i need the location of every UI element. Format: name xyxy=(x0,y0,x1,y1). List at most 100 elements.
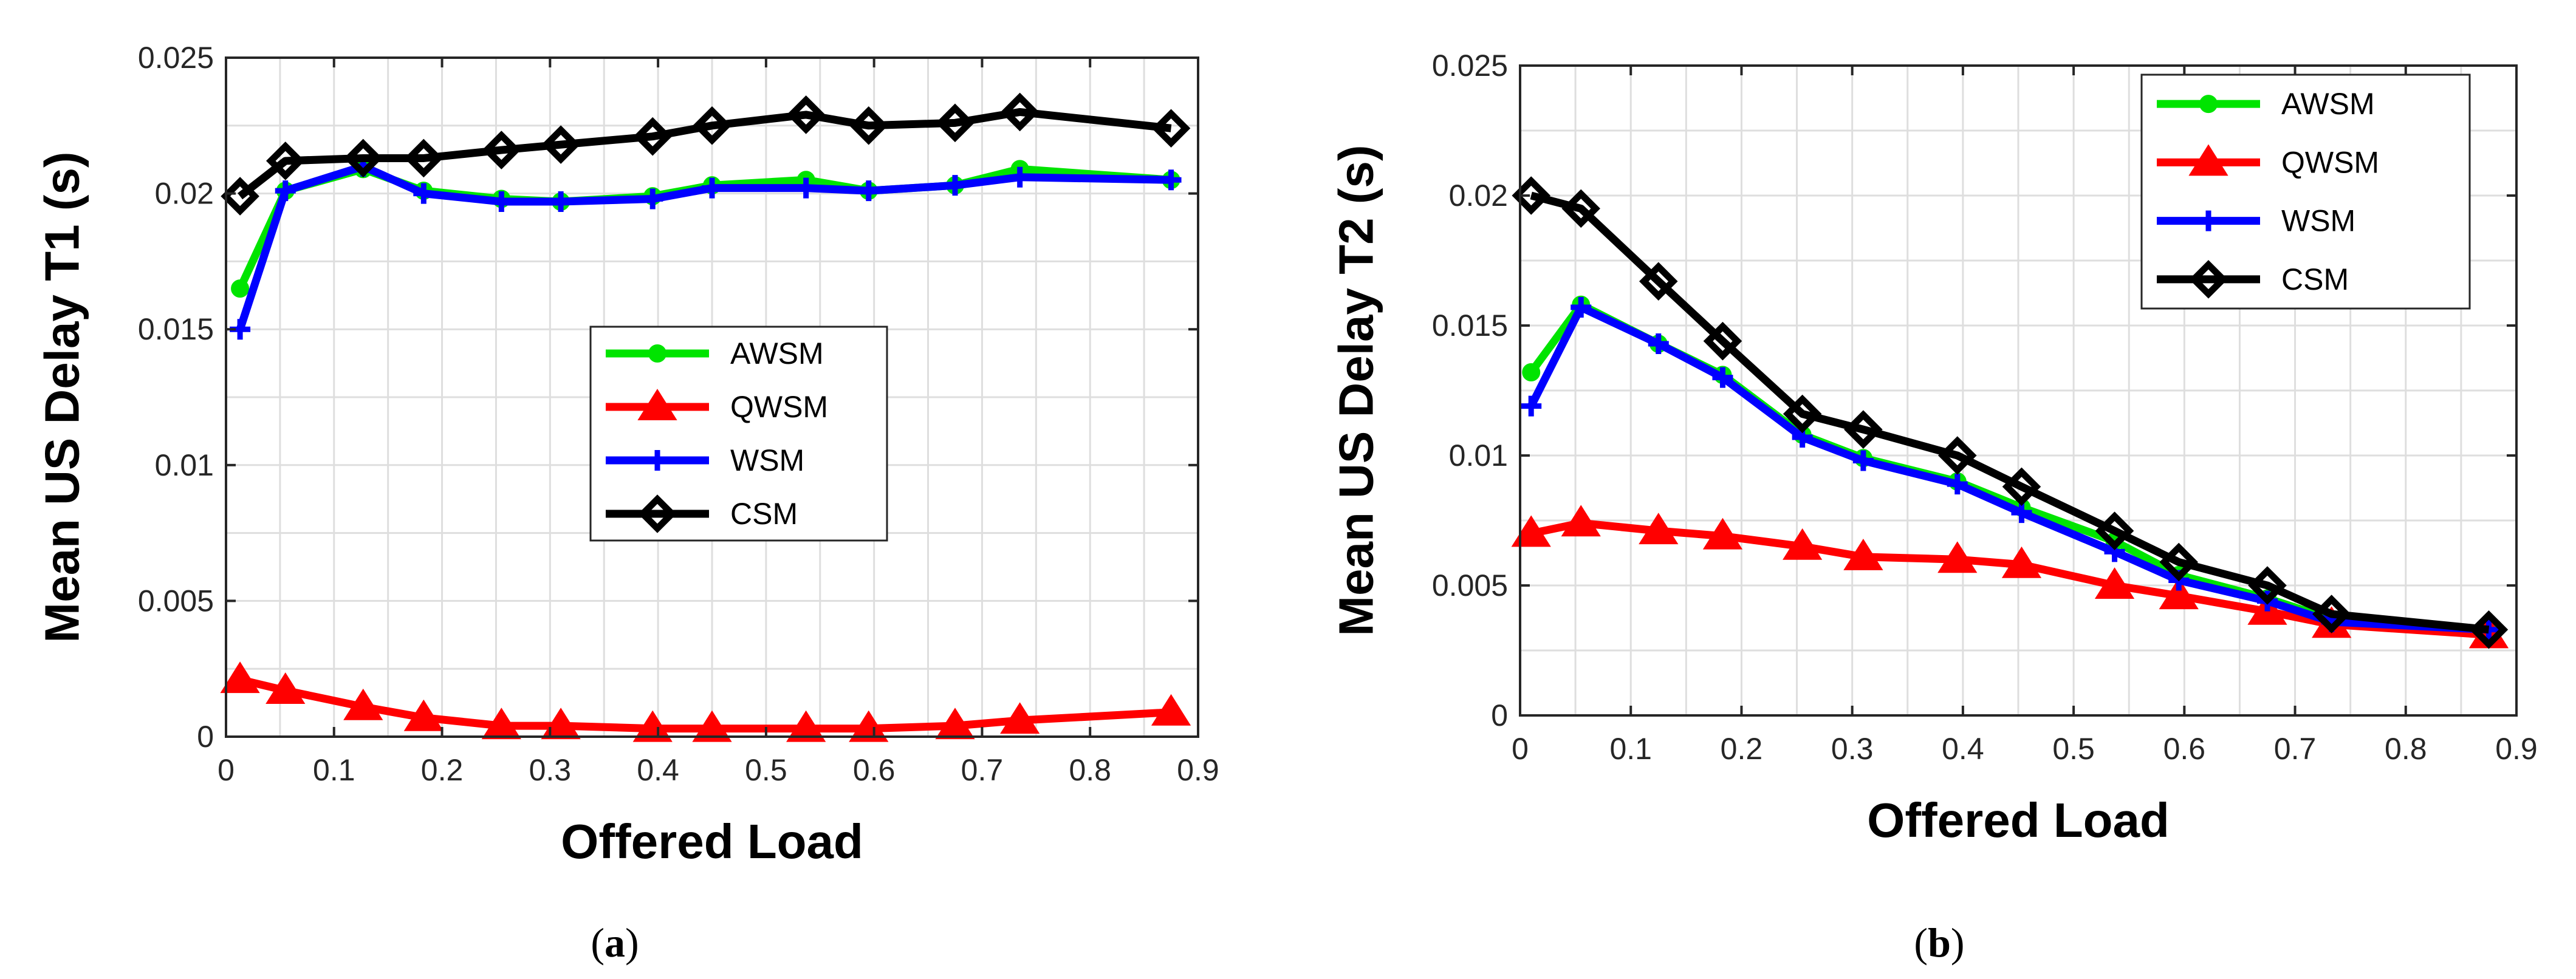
chart-b-x-tick-label: 0.5 xyxy=(2052,732,2095,766)
chart-a-x-axis-label: Offered Load xyxy=(561,814,863,868)
chart-a-series-csm-point xyxy=(786,95,826,134)
chart-b-series-csm-point xyxy=(2312,595,2351,633)
chart-b-series-wsm-point xyxy=(1648,333,1669,354)
chart-a-series-qwsm-point xyxy=(786,710,826,742)
chart-b-series-qwsm-point xyxy=(1937,541,1978,573)
chart-b-x-tick-label: 0.6 xyxy=(2163,732,2206,766)
chart-a-series-wsm-point xyxy=(1160,169,1182,191)
chart-a-legend-entry-qwsm-label: QWSM xyxy=(730,390,828,424)
chart-a-series-csm-point xyxy=(936,103,975,143)
chart-a-legend-box xyxy=(589,326,888,542)
chart-a-series-wsm-point xyxy=(550,191,572,213)
chart-b-x-tick-label: 0.7 xyxy=(2274,732,2317,766)
chart-a-caption: (a) xyxy=(591,919,639,966)
chart-b-y-axis-label: Mean US Delay T2 (s) xyxy=(1329,145,1383,636)
chart-a-series-qwsm-point xyxy=(1000,702,1040,734)
chart-b-series-awsm-point xyxy=(1522,363,1541,382)
chart-a-x-tick-label: 0.4 xyxy=(637,753,679,787)
chart-b-series-csm-point xyxy=(2159,542,2199,582)
chart-a-series-csm-point xyxy=(482,131,521,169)
chart-b-series-csm-point xyxy=(2095,511,2134,550)
chart-a-y-tick-label: 0.01 xyxy=(155,448,214,482)
chart-a-series-qwsm-point xyxy=(403,699,444,731)
chart-a-series-wsm-point xyxy=(945,175,965,196)
chart-b-legend-entry-wsm-marker xyxy=(2198,210,2219,231)
chart-b-series-csm-point xyxy=(2002,467,2041,507)
chart-a-series-wsm-point xyxy=(702,177,722,199)
chart-a-series-wsm-point xyxy=(642,188,663,210)
chart-b-legend-entry-qwsm-marker xyxy=(2188,144,2228,176)
chart-b-series-wsm-point xyxy=(1947,474,1968,495)
chart-a-series-csm-point xyxy=(541,125,580,164)
chart-b-legend: AWSM QWSM WSM CSM xyxy=(2140,73,2471,310)
chart-b-series-wsm-point xyxy=(1521,395,1542,417)
chart-a-series-wsm-point xyxy=(275,180,296,202)
chart-a-caption-close: ) xyxy=(625,919,639,966)
chart-b: 0 0.1 0.2 0.3 0.4 0.5 0.6 0.7 0.8 0.9 0 0.005 0.01 0.… xyxy=(1329,49,2538,966)
chart-b-y-tick-label: 0.015 xyxy=(1432,309,1508,343)
chart-b-series-csm-point xyxy=(2248,566,2287,605)
chart-a-legend-entry-csm-label: CSM xyxy=(730,497,798,531)
chart-a-caption-letter: a xyxy=(605,919,625,966)
chart-a-x-tick-label: 0.2 xyxy=(421,753,464,787)
chart-b-series-qwsm-point xyxy=(1561,505,1601,537)
chart-a-series-csm-point xyxy=(1151,109,1191,148)
chart-b-caption-letter: b xyxy=(1928,919,1951,966)
chart-a-x-tick-label: 0 xyxy=(218,753,235,787)
chart-a-legend-entry-awsm-marker xyxy=(648,344,666,363)
chart-a-series-qwsm-point xyxy=(1151,694,1191,726)
chart-a-series-csm-point xyxy=(1000,92,1040,132)
chart-b-series-wsm-point xyxy=(1852,450,1874,471)
chart-a-series-qwsm-point xyxy=(481,708,521,740)
chart-b-x-tick-label: 0.4 xyxy=(1942,732,1984,766)
chart-a-series-wsm-point xyxy=(1009,166,1030,188)
chart-b-legend-entry-csm-marker xyxy=(2189,260,2228,299)
chart-a-x-tick-label: 0.6 xyxy=(853,753,896,787)
chart-b-x-axis-label: Offered Load xyxy=(1867,793,2170,847)
chart-a-series-qwsm-point xyxy=(692,710,732,742)
chart-a-y-axis-label: Mean US Delay T1 (s) xyxy=(35,151,89,643)
chart-b-series-csm-point xyxy=(2469,610,2509,649)
chart-a-y-tick-label: 0.025 xyxy=(138,41,214,75)
chart-a-legend-entry-wsm-marker xyxy=(647,450,668,471)
chart-a-series-csm-point xyxy=(343,138,383,178)
chart-b-y-tick-label: 0 xyxy=(1491,698,1508,732)
chart-b-series-qwsm-point xyxy=(2001,546,2042,578)
chart-a-series-wsm-point xyxy=(858,180,879,202)
chart-b-series-qwsm-point xyxy=(1843,539,1883,570)
chart-b-x-tick-label: 0.9 xyxy=(2495,732,2538,766)
chart-a-x-tick-label: 0.5 xyxy=(745,753,787,787)
chart-a-x-tick-label: 0.7 xyxy=(961,753,1004,787)
chart-b-x-tick-label: 0.2 xyxy=(1721,732,1763,766)
chart-b-x-tick-label: 0.1 xyxy=(1609,732,1652,766)
chart-b-y-tick-label: 0.025 xyxy=(1432,49,1508,83)
chart-b-series-csm-point xyxy=(1703,321,1742,361)
chart-b-series-qwsm-point xyxy=(2159,578,2199,610)
chart-b-series-csm-point xyxy=(1512,176,1551,215)
chart-b-x-tick-label: 0.8 xyxy=(2385,732,2427,766)
chart-b-legend-entry-qwsm-label: QWSM xyxy=(2281,145,2379,179)
chart-b-caption: (b) xyxy=(1914,919,1964,966)
chart-a-legend-entry-wsm-label: WSM xyxy=(730,443,804,477)
chart-a-legend-entry-csm-marker xyxy=(638,494,677,533)
chart-b-y-tick-label: 0.005 xyxy=(1432,568,1508,602)
chart-a-series-csm-line xyxy=(238,107,1172,200)
chart-a-series-qwsm-point xyxy=(265,672,306,704)
chart-a-series-csm-point xyxy=(265,142,305,180)
chart-a-series-qwsm-point xyxy=(220,661,260,694)
chart-b-series-qwsm-point xyxy=(1702,517,1743,550)
chart-a-series-csm-point xyxy=(404,138,444,178)
chart-b-series-csm-point xyxy=(1639,262,1678,301)
chart-a-caption-open: ( xyxy=(591,919,605,966)
chart-a-series-qwsm-point xyxy=(541,708,581,740)
chart-a-y-tick-label: 0.02 xyxy=(155,177,214,211)
chart-b-legend-entry-awsm-label: AWSM xyxy=(2281,87,2375,121)
chart-b-series-qwsm-point xyxy=(2094,567,2135,599)
chart-b-series-wsm-point xyxy=(1571,297,1592,318)
chart-a: 0 0.1 0.2 0.3 0.4 0.5 0.6 0.7 0.8 0.9 0 0.005 0.01 0.… xyxy=(35,41,1219,966)
chart-b-series-csm-point xyxy=(1937,436,1977,475)
chart-a-x-tick-label: 0.9 xyxy=(1177,753,1219,787)
chart-b-caption-open: ( xyxy=(1914,919,1928,966)
chart-b-y-tick-label: 0.02 xyxy=(1449,179,1508,213)
